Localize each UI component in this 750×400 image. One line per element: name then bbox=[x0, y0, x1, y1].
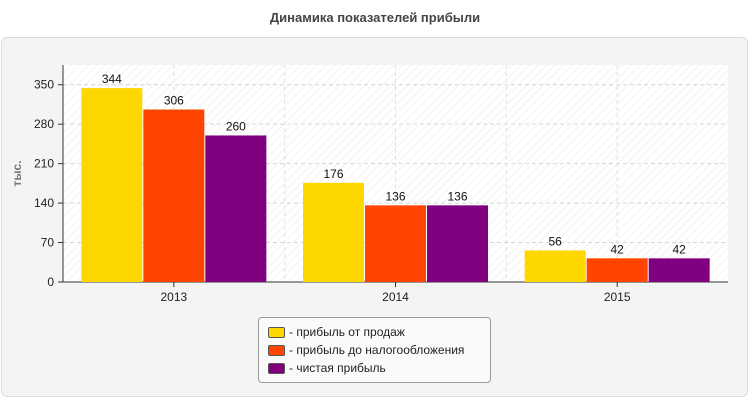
x-tick-label: 2013 bbox=[160, 290, 187, 304]
y-tick-label: 140 bbox=[34, 196, 54, 210]
bar-value-label: 306 bbox=[164, 94, 184, 108]
bar bbox=[648, 258, 710, 282]
y-axis-label: тыс. bbox=[10, 160, 24, 186]
bar-value-label: 136 bbox=[447, 189, 467, 203]
bar bbox=[586, 258, 648, 282]
legend: - прибыль от продаж - прибыль до налогоо… bbox=[258, 317, 491, 383]
bar bbox=[524, 250, 586, 282]
legend-item-sales-profit: - прибыль от продаж bbox=[268, 325, 405, 339]
legend-item-pretax-profit: - прибыль до налогообложения bbox=[268, 343, 464, 357]
bar-value-label: 176 bbox=[323, 167, 343, 181]
legend-label: - прибыль до налогообложения bbox=[289, 343, 465, 357]
bar-value-label: 260 bbox=[226, 119, 246, 133]
bar bbox=[81, 88, 143, 282]
x-tick-label: 2015 bbox=[604, 290, 631, 304]
x-tick-label: 2014 bbox=[382, 290, 409, 304]
legend-swatch bbox=[268, 362, 285, 374]
bar-value-label: 136 bbox=[385, 189, 405, 203]
legend-item-net-profit: - чистая прибыль bbox=[268, 361, 386, 375]
legend-swatch bbox=[268, 326, 285, 338]
legend-label: - прибыль от продаж bbox=[289, 325, 405, 339]
bar bbox=[303, 182, 364, 282]
legend-label: - чистая прибыль bbox=[289, 361, 386, 375]
bar-value-label: 42 bbox=[672, 242, 686, 256]
bar bbox=[365, 205, 426, 282]
legend-swatch bbox=[268, 344, 285, 356]
bar-value-label: 42 bbox=[610, 242, 624, 256]
y-tick-label: 350 bbox=[34, 78, 54, 92]
y-tick-label: 0 bbox=[47, 275, 54, 289]
bar bbox=[143, 109, 205, 282]
bar bbox=[205, 135, 267, 282]
bar-value-label: 344 bbox=[102, 72, 122, 86]
bar-value-label: 56 bbox=[548, 234, 562, 248]
bar bbox=[427, 205, 488, 282]
chart-title: Динамика показателей прибыли bbox=[269, 10, 481, 25]
y-tick-label: 210 bbox=[34, 157, 54, 171]
y-tick-label: 280 bbox=[34, 117, 54, 131]
y-tick-label: 70 bbox=[41, 236, 55, 250]
